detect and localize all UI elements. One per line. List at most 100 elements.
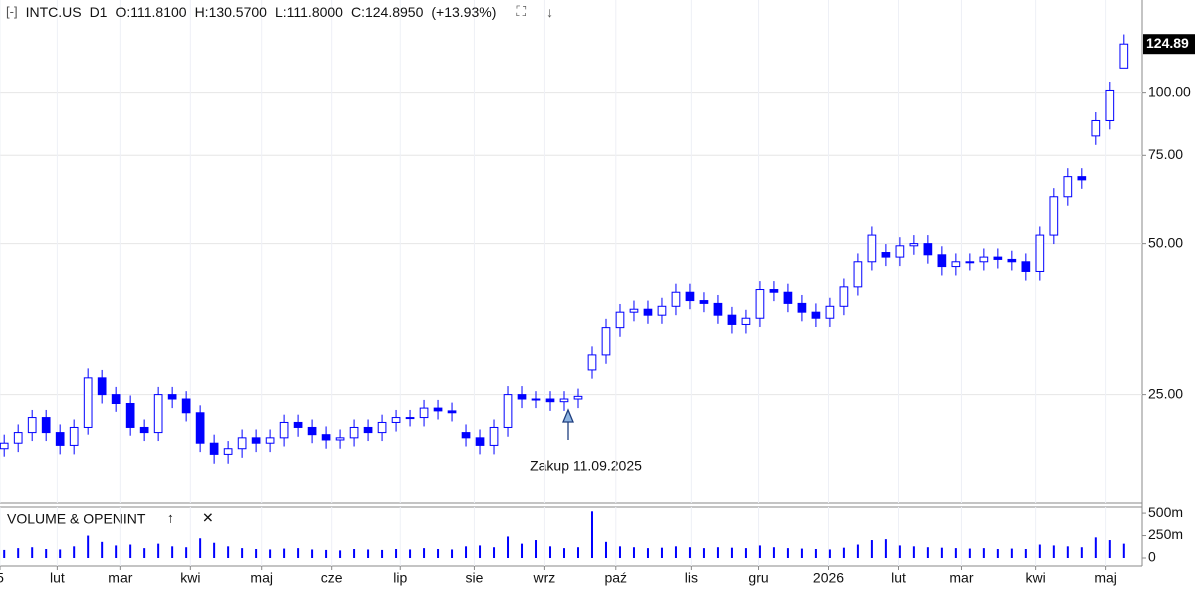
candle-body — [461, 432, 471, 439]
volume-bar — [772, 547, 775, 558]
volume-bar — [227, 546, 230, 558]
candle-body — [965, 261, 975, 264]
header-item: (+13.93%) — [431, 3, 497, 20]
candle-body — [867, 234, 877, 263]
x-tick-label: paź — [604, 570, 627, 586]
x-tick-label: gru — [748, 570, 768, 586]
y-tick-label: 50.00 — [1148, 234, 1183, 250]
candle-body — [979, 256, 989, 263]
last-price-box — [1143, 34, 1195, 55]
volume-bar — [1066, 546, 1069, 558]
candle-body — [167, 394, 177, 400]
volume-bar — [507, 536, 510, 558]
candle-body — [349, 426, 359, 439]
candle-body — [139, 426, 149, 434]
volume-bar — [87, 535, 90, 558]
candle-body — [727, 314, 737, 325]
collapse-icon[interactable]: [-] — [6, 4, 18, 19]
volume-bar — [674, 546, 677, 558]
volume-bar — [269, 549, 272, 558]
x-tick-label: 5 — [0, 570, 4, 586]
header-item: C:124.8950 — [350, 3, 424, 20]
candle-body — [839, 286, 849, 307]
volume-bar — [549, 546, 552, 558]
candle-body — [587, 354, 597, 371]
volume-bar — [1024, 549, 1027, 558]
candle-body — [1035, 234, 1045, 272]
x-tick-label: 2026 — [813, 570, 844, 586]
volume-bar — [199, 538, 202, 558]
volume-bar — [101, 541, 104, 558]
candle-body — [83, 377, 93, 428]
close-icon[interactable]: ✕ — [202, 510, 214, 526]
candle-body — [27, 417, 37, 434]
candle-body — [363, 426, 373, 434]
volume-bar — [465, 546, 468, 558]
volume-bar — [576, 547, 579, 558]
candle-body — [517, 394, 527, 400]
volume-bar — [1094, 537, 1097, 558]
header-item: INTC.US — [25, 3, 82, 20]
candle-body — [657, 305, 667, 316]
x-tick-label: mar — [949, 570, 973, 586]
candle-body — [405, 417, 415, 420]
candle-body — [923, 243, 933, 256]
candle-body — [307, 426, 317, 436]
volume-bar — [381, 549, 384, 558]
move-icon[interactable]: ↑ — [167, 510, 174, 526]
volume-bar — [73, 546, 76, 558]
volume-bar — [493, 547, 496, 558]
candle-body — [153, 394, 163, 434]
toolbar-icon[interactable]: ↓ — [546, 3, 554, 20]
header-item: D1 — [89, 3, 108, 20]
candle-body — [559, 398, 569, 403]
volume-bar — [1010, 548, 1013, 558]
volume-bar — [702, 548, 705, 558]
volume-bar — [1038, 544, 1041, 558]
volume-bar — [171, 546, 174, 558]
candle-body — [797, 302, 807, 313]
volume-bar — [856, 544, 859, 558]
candle-body — [811, 311, 821, 319]
candle-body — [685, 291, 695, 302]
volume-bar — [870, 540, 873, 558]
candle-body — [895, 245, 905, 258]
candle-body — [41, 417, 51, 434]
candle-body — [97, 377, 107, 396]
candle-body — [419, 407, 429, 419]
candle-body — [713, 302, 723, 316]
volume-bar — [143, 548, 146, 558]
candle-body — [1021, 261, 1031, 272]
volume-bar — [842, 547, 845, 558]
header: [-] INTC.US D1 O:111.8100 H:130.5700 L:111.8… — [6, 3, 553, 20]
candle-body — [391, 417, 401, 423]
annotation: Zakup 11.09.2025 — [530, 458, 642, 474]
toolbar-icon[interactable]: ⛶ — [516, 3, 527, 19]
volume-bar — [297, 548, 300, 558]
volume-bar — [521, 543, 524, 558]
volume-bar — [283, 548, 286, 558]
last-price-label: 124.89 — [1146, 35, 1189, 51]
y2-tick-label: 0 — [1148, 549, 1156, 565]
candle-body — [699, 300, 709, 304]
candle-body — [503, 394, 513, 428]
header-item: L:111.8000 — [274, 3, 343, 20]
candle-body — [475, 437, 485, 446]
volume-bar — [479, 545, 482, 558]
candle-body — [783, 291, 793, 304]
volume-bar — [800, 548, 803, 558]
candle-body — [13, 432, 23, 444]
candle-body — [55, 432, 65, 446]
x-tick-label: kwi — [180, 570, 200, 586]
candle-body — [741, 317, 751, 325]
volume-bar — [618, 546, 621, 558]
x-tick-label: maj — [1094, 570, 1117, 586]
candle-body — [1049, 196, 1059, 236]
y-tick-label: 25.00 — [1148, 385, 1183, 401]
volume-bar — [968, 548, 971, 558]
candle-body — [69, 426, 79, 446]
volume-bar — [129, 544, 132, 558]
volume-bar — [1080, 547, 1083, 558]
candle-body — [195, 412, 205, 444]
volume-bar — [744, 548, 747, 558]
